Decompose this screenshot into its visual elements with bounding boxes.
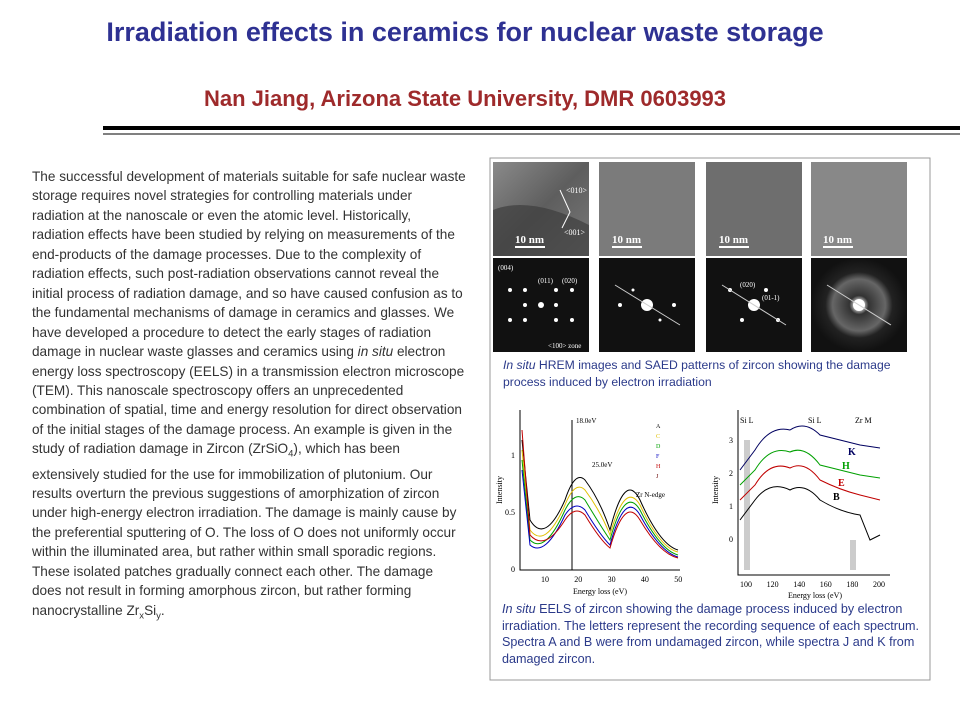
figure-label: (004) [498,264,514,272]
figure-label: 180 [846,580,858,589]
figure-label: D [656,444,661,450]
figure-label: Zr N-edge [636,491,665,499]
figure-label: H [656,464,661,470]
text-run: The successful development of materials … [32,169,466,360]
text-run: In situ [502,602,536,616]
figure-label: 30 [608,575,616,584]
eels-left-plot [519,410,680,571]
figure-label: 100 [740,580,752,589]
figure-label: (020) [562,277,578,285]
caption: In situ HREM images and SAED patterns of… [503,357,903,390]
figure-label: 160 [820,580,832,589]
figure-label: 10 nm [515,234,544,246]
text-run: 4 [288,449,294,461]
text-run: x [139,610,145,622]
figure-label: <100> zone [548,342,581,350]
figure-label: 0 [511,565,515,574]
subtitle: Nan Jiang, Arizona State University, DMR… [203,86,727,111]
figure-label: 25.0eV [592,461,612,469]
figure-label: 120 [767,580,779,589]
figure-label: 140 [793,580,805,589]
figure-label: 50 [674,575,682,584]
figure-label: 200 [873,580,885,589]
text-run: . [160,602,165,618]
figure-label: 40 [641,575,649,584]
figure-label: (011) [538,277,554,285]
figure-label: 10 nm [823,234,852,246]
text-run: In situ [503,358,536,372]
figure-label: 10 nm [612,234,641,246]
title: Irradiation effects in ceramics for nucl… [106,17,824,47]
figure-label: (01-1) [762,294,780,302]
figure-label: J [656,474,659,480]
caption: In situ EELS of zircon showing the damag… [502,601,927,667]
figure-label: <010> [566,186,588,195]
body-text: The successful development of materials … [32,167,466,626]
figure-label: Energy loss (eV) [788,591,842,600]
figure-label: Si L [740,416,754,425]
figure-label: Intensity [711,476,720,504]
figure-label: 1 [511,451,515,460]
eels-right-plot [737,410,890,576]
figure-label: Si L [808,416,822,425]
figure-label: 0.5 [505,508,515,517]
figure-label: <001> [564,228,586,237]
figure-frame [489,157,931,681]
figure-label: Zr M [855,416,872,425]
figure-label: 18.0eV [576,417,596,425]
text-run: Si [144,602,157,618]
figure-label: H [842,461,850,472]
figure-label: E [838,478,845,489]
figure-label: 0 [729,535,733,544]
text-run: y [156,610,161,622]
figure-label: Energy loss (eV) [573,587,627,596]
text-run: HREM images and SAED patterns of zircon … [503,358,891,389]
figure-label: 2 [729,469,733,478]
figure-label: 10 [541,575,549,584]
text-run: in situ [357,344,394,360]
figure-label: 3 [729,436,733,445]
text-run: ), which has been extensively studied fo… [32,441,457,618]
hrem-images [493,162,907,256]
saed-patterns [493,258,907,352]
figure-label: Intensity [495,476,504,504]
figure-label: C [656,434,660,440]
figure-label: 10 nm [719,234,748,246]
figure-label: (020) [740,281,756,289]
figure-label: B [833,492,840,503]
figure-label: K [848,447,856,458]
figure-label: 20 [574,575,582,584]
figure-label: A [656,424,661,430]
figure-label: F [656,454,660,460]
figure-label: 1 [729,502,733,511]
text-run: EELS of zircon showing the damage proces… [502,602,919,666]
text-run: electron energy loss spectroscopy (EELS)… [32,344,465,457]
